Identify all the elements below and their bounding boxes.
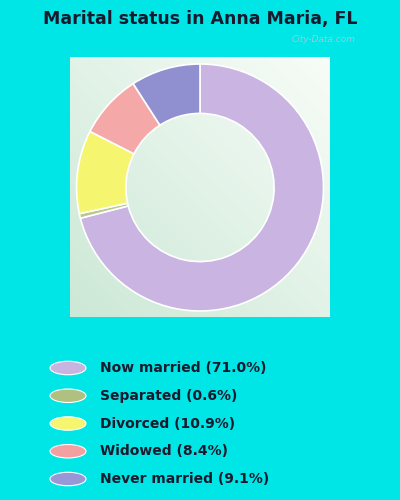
Wedge shape — [76, 132, 134, 214]
Text: City-Data.com: City-Data.com — [292, 35, 356, 44]
Text: Widowed (8.4%): Widowed (8.4%) — [100, 444, 228, 458]
Wedge shape — [133, 64, 200, 125]
Wedge shape — [80, 64, 324, 311]
Circle shape — [50, 417, 86, 430]
Text: Separated (0.6%): Separated (0.6%) — [100, 389, 237, 403]
Text: Now married (71.0%): Now married (71.0%) — [100, 361, 266, 375]
Text: Never married (9.1%): Never married (9.1%) — [100, 472, 269, 486]
Circle shape — [50, 361, 86, 375]
Text: Divorced (10.9%): Divorced (10.9%) — [100, 416, 235, 430]
Circle shape — [50, 389, 86, 402]
Circle shape — [50, 472, 86, 486]
Wedge shape — [79, 203, 128, 218]
Wedge shape — [90, 84, 160, 154]
Text: Marital status in Anna Maria, FL: Marital status in Anna Maria, FL — [43, 10, 357, 28]
Circle shape — [50, 444, 86, 458]
